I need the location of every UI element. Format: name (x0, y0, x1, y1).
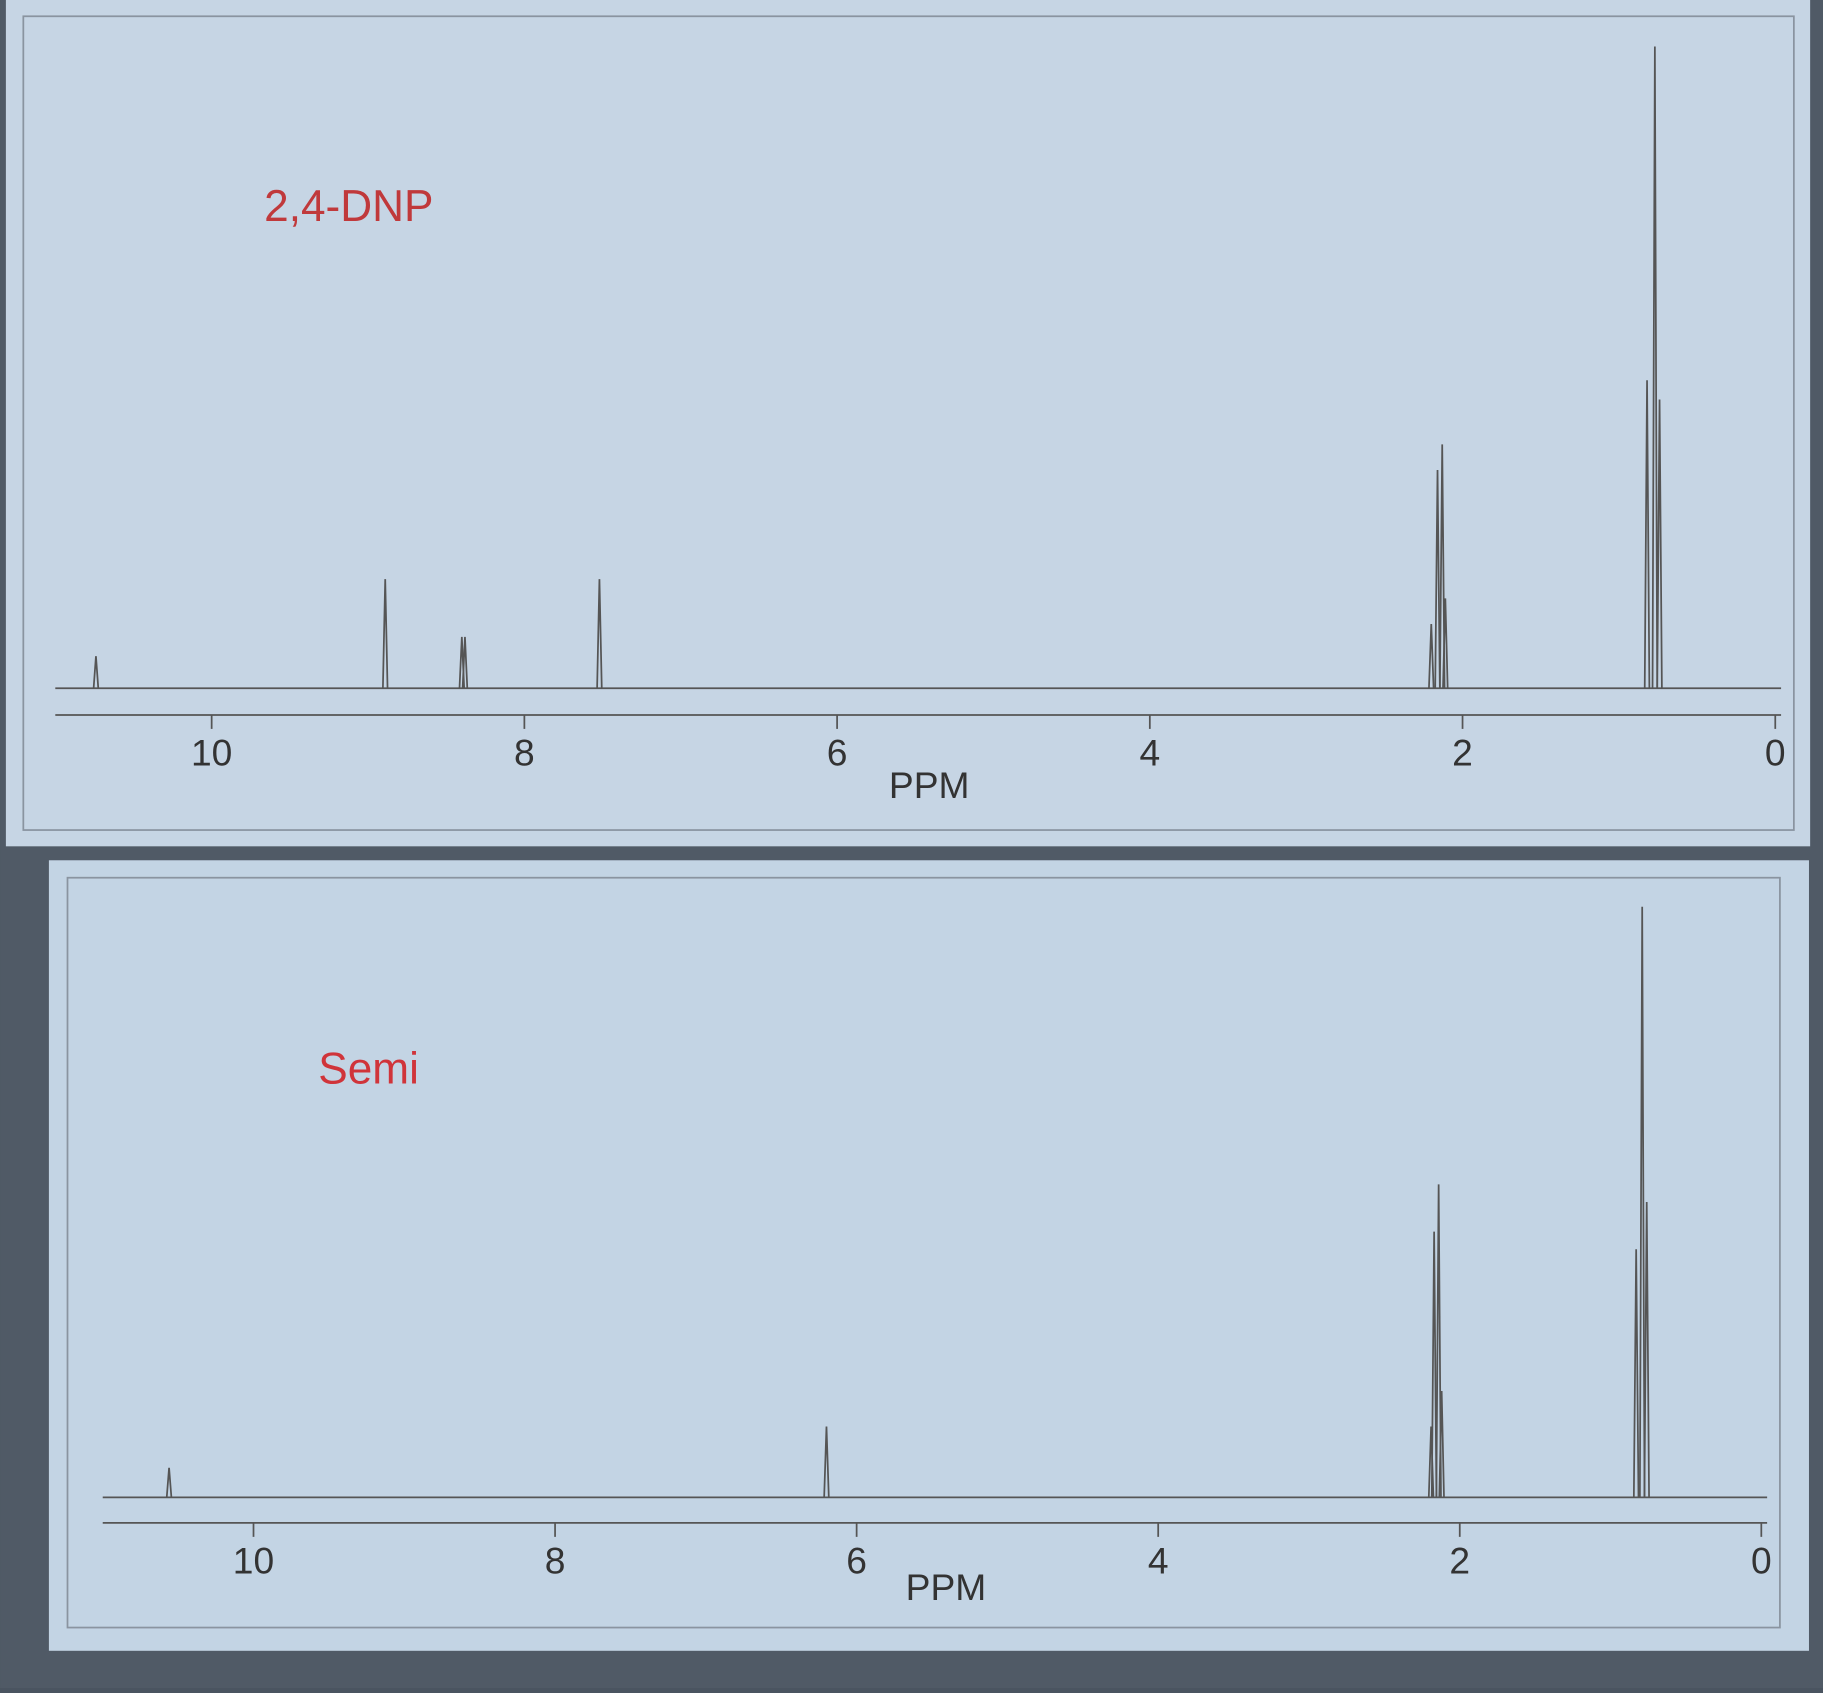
x-tick-label: 4 (1148, 1539, 1169, 1581)
peak (596, 579, 603, 689)
peak (461, 636, 469, 689)
peak (823, 1426, 830, 1498)
x-axis-label: PPM (906, 1566, 987, 1608)
frame (22, 15, 1795, 831)
x-tick-label: 10 (233, 1539, 274, 1581)
peak (1439, 444, 1446, 689)
x-tick-label: 0 (1751, 1539, 1772, 1581)
x-tick-label: 6 (827, 731, 848, 773)
peak (1428, 624, 1435, 689)
x-tick-label: 6 (846, 1539, 867, 1581)
annotation: Semi (318, 1045, 419, 1094)
x-tick-label: 2 (1449, 1539, 1470, 1581)
peak (1442, 598, 1449, 689)
x-tick-label: 4 (1139, 731, 1160, 773)
peak (1435, 1184, 1442, 1498)
annotation: 2,4-DNP (264, 182, 433, 231)
peak (1643, 380, 1651, 689)
peak (1434, 470, 1441, 689)
x-tick-label: 8 (545, 1539, 566, 1581)
frame (66, 876, 1781, 1629)
peak (1651, 46, 1659, 689)
panel (48, 860, 1809, 1651)
x-tick-label: 2 (1452, 731, 1473, 773)
peak (1632, 1249, 1640, 1498)
peak (1430, 1231, 1438, 1498)
x-tick-label: 10 (191, 731, 232, 773)
peak (92, 656, 100, 689)
x-tick-label: 8 (514, 731, 535, 773)
peak (1656, 399, 1663, 689)
x-axis-label: PPM (889, 764, 970, 806)
peak (1438, 1391, 1445, 1498)
peak (1643, 1202, 1650, 1498)
peak (1639, 906, 1646, 1498)
peak (165, 1467, 173, 1498)
peak (382, 579, 389, 689)
x-tick-label: 0 (1765, 731, 1786, 773)
panel (5, 0, 1811, 847)
